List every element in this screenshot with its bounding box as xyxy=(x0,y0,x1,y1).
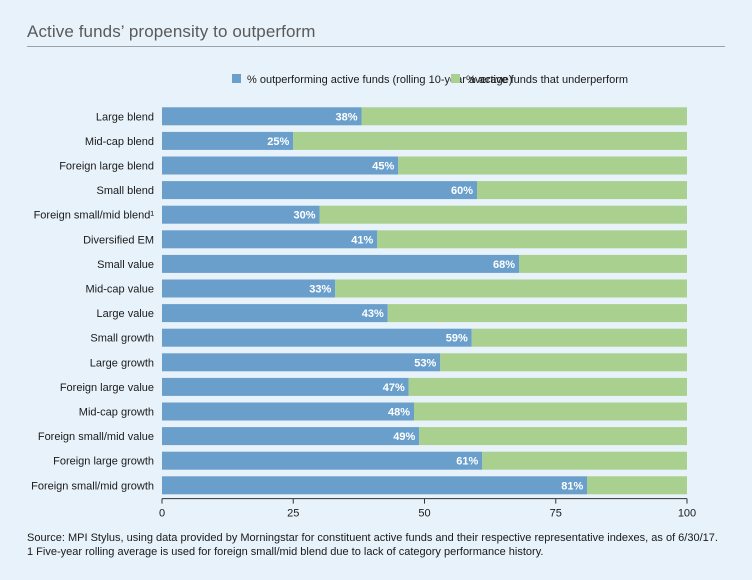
bar-value-label: 47% xyxy=(383,382,405,394)
bar-outperforming xyxy=(162,377,409,396)
bar-underperforming xyxy=(387,304,687,323)
bar-underperforming xyxy=(440,353,687,372)
bar-underperforming xyxy=(408,377,687,396)
legend-swatch-underperforming xyxy=(451,74,460,83)
bar-value-label: 81% xyxy=(561,480,583,492)
bar-underperforming xyxy=(377,230,687,249)
bar-value-label: 38% xyxy=(335,111,357,123)
bar-underperforming xyxy=(519,254,687,273)
bar-outperforming xyxy=(162,328,472,347)
chart-title: Active funds’ propensity to outperform xyxy=(27,22,316,41)
category-label: Foreign small/mid value xyxy=(38,431,154,443)
category-label: Small growth xyxy=(90,333,154,345)
category-label: Small value xyxy=(97,259,154,271)
bar-underperforming xyxy=(319,205,687,224)
bar-outperforming xyxy=(162,279,336,298)
legend-label-outperforming: % outperforming active funds (rolling 10… xyxy=(247,74,512,86)
bar-outperforming xyxy=(162,254,519,273)
bar-outperforming xyxy=(162,230,378,249)
bar-value-label: 25% xyxy=(267,136,289,148)
bar-outperforming xyxy=(162,476,588,495)
bar-underperforming xyxy=(361,107,687,126)
x-tick-label: 100 xyxy=(678,508,696,520)
bar-outperforming xyxy=(162,304,388,323)
bar-underperforming xyxy=(482,451,687,470)
bar-value-label: 59% xyxy=(446,333,468,345)
bar-outperforming xyxy=(162,181,477,200)
bar-outperforming xyxy=(162,427,420,446)
bar-outperforming xyxy=(162,131,294,150)
bar-outperforming xyxy=(162,107,362,126)
bar-value-label: 30% xyxy=(293,210,315,222)
bar-value-label: 43% xyxy=(362,308,384,320)
category-label: Foreign large blend xyxy=(59,161,154,173)
bar-outperforming xyxy=(162,451,483,470)
bar-underperforming xyxy=(477,181,687,200)
category-label: Small blend xyxy=(97,185,154,197)
category-label: Foreign large growth xyxy=(53,456,154,468)
bar-value-label: 60% xyxy=(451,185,473,197)
x-tick-label: 50 xyxy=(418,508,430,520)
bar-value-label: 48% xyxy=(388,407,410,419)
stacked-bar-chart: % outperforming active funds (rolling 10… xyxy=(31,74,696,520)
bar-underperforming xyxy=(419,427,687,446)
bar-value-label: 53% xyxy=(414,357,436,369)
bar-outperforming xyxy=(162,353,441,372)
bar-value-label: 41% xyxy=(351,234,373,246)
title-divider xyxy=(27,46,725,47)
bar-underperforming xyxy=(587,476,687,495)
bar-underperforming xyxy=(471,328,687,347)
bar-underperforming xyxy=(398,156,687,175)
category-label: Large value xyxy=(97,308,155,320)
footnote-line: 1 Five-year rolling average is used for … xyxy=(27,546,544,558)
bar-underperforming xyxy=(293,131,687,150)
bar-value-label: 45% xyxy=(372,161,394,173)
category-label: Large growth xyxy=(90,357,154,369)
source-note: Source: MPI Stylus, using data provided … xyxy=(27,531,737,559)
category-label: Mid-cap value xyxy=(86,284,154,296)
legend-label-underperforming: % active funds that underperform xyxy=(466,74,628,86)
x-tick-label: 75 xyxy=(550,508,562,520)
bar-value-label: 61% xyxy=(456,456,478,468)
bar-value-label: 33% xyxy=(309,284,331,296)
category-label: Foreign small/mid growth xyxy=(31,480,154,492)
category-label: Foreign large value xyxy=(60,382,154,394)
bar-outperforming xyxy=(162,156,399,175)
x-tick-label: 0 xyxy=(159,508,165,520)
bar-outperforming xyxy=(162,205,320,224)
bar-value-label: 49% xyxy=(393,431,415,443)
category-label: Mid-cap growth xyxy=(79,407,154,419)
category-label: Foreign small/mid blend¹ xyxy=(34,210,155,222)
bar-outperforming xyxy=(162,402,414,421)
source-line: Source: MPI Stylus, using data provided … xyxy=(27,532,718,544)
x-tick-label: 25 xyxy=(287,508,299,520)
category-label: Large blend xyxy=(96,111,154,123)
bar-underperforming xyxy=(414,402,687,421)
category-label: Diversified EM xyxy=(83,234,154,246)
bar-underperforming xyxy=(335,279,687,298)
category-label: Mid-cap blend xyxy=(85,136,154,148)
legend-swatch-outperforming xyxy=(232,74,241,83)
bar-value-label: 68% xyxy=(493,259,515,271)
